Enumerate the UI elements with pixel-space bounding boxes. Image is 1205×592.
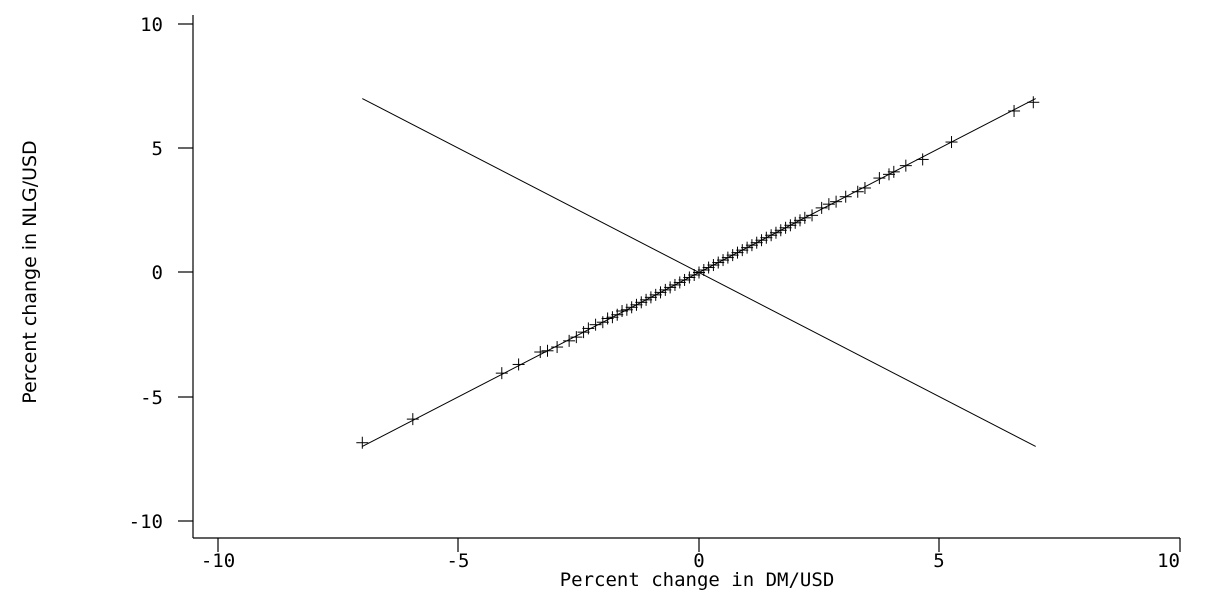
scatter-point bbox=[644, 291, 657, 304]
scatter-point bbox=[830, 195, 843, 208]
scatter-point bbox=[779, 221, 792, 234]
x-tick-label: 5 bbox=[933, 550, 944, 572]
scatter-point bbox=[1027, 96, 1040, 109]
scatter-point bbox=[630, 298, 643, 311]
scatter-point bbox=[721, 251, 734, 264]
x-tick-labels: -10 -5 0 5 10 bbox=[201, 550, 1180, 572]
x-tick-label: 10 bbox=[1157, 550, 1180, 572]
scatter-point bbox=[916, 153, 929, 166]
scatter-point bbox=[741, 241, 754, 254]
scatter-point bbox=[693, 266, 705, 279]
scatter-point bbox=[899, 159, 912, 172]
x-tick-label: -10 bbox=[201, 550, 235, 572]
scatter-point bbox=[678, 273, 691, 286]
scatter-point bbox=[495, 367, 508, 380]
scatter-point bbox=[755, 234, 768, 247]
y-tick-label: 10 bbox=[140, 14, 163, 36]
scatter-point bbox=[697, 264, 710, 277]
scatter-point bbox=[570, 331, 583, 344]
scatter-point bbox=[839, 190, 852, 203]
scatter-point bbox=[541, 344, 554, 357]
scatter-point bbox=[736, 244, 749, 257]
scatter-point bbox=[887, 165, 900, 178]
scatter-point bbox=[683, 271, 696, 284]
scatter-point bbox=[512, 358, 525, 371]
scatter-point bbox=[750, 236, 763, 249]
scatter-point bbox=[726, 249, 739, 262]
data-points bbox=[356, 96, 1040, 449]
scatter-point bbox=[664, 281, 677, 294]
scatter-point bbox=[582, 322, 595, 335]
x-ticks bbox=[217, 538, 1181, 552]
scatter-point bbox=[649, 288, 662, 301]
scatter-point bbox=[882, 168, 895, 181]
scatter-point bbox=[798, 211, 811, 224]
y-tick-label: -10 bbox=[129, 511, 163, 533]
scatter-point bbox=[1008, 104, 1021, 117]
scatter-point bbox=[625, 301, 638, 314]
y-axis-title: Percent change in NLG/USD bbox=[19, 140, 41, 403]
scatter-point bbox=[406, 413, 419, 426]
scatter-point bbox=[589, 318, 602, 331]
scatter-point bbox=[620, 303, 633, 316]
scatter-point bbox=[745, 239, 758, 252]
y-tick-label: -5 bbox=[140, 387, 163, 409]
scatter-point bbox=[822, 198, 835, 211]
scatter-point bbox=[784, 219, 797, 232]
scatter-point bbox=[851, 185, 864, 198]
scatter-point bbox=[717, 254, 730, 267]
scatter-point bbox=[534, 346, 547, 359]
scatter-point bbox=[760, 231, 773, 244]
scatter-point bbox=[551, 341, 564, 354]
y-tick-labels: 10 5 0 -5 -10 bbox=[129, 14, 163, 533]
scatter-point bbox=[563, 334, 576, 347]
scatter-point bbox=[688, 268, 701, 281]
scatter-point bbox=[707, 259, 720, 272]
scatter-point bbox=[858, 182, 871, 195]
scatter-point bbox=[873, 172, 886, 185]
scatter-point bbox=[702, 261, 715, 274]
y-ticks bbox=[178, 23, 193, 522]
scatter-point bbox=[640, 293, 653, 306]
scatter-point bbox=[815, 201, 828, 214]
scatter-point bbox=[606, 311, 619, 324]
scatter-point bbox=[769, 226, 782, 239]
scatter-point bbox=[945, 136, 958, 149]
y-tick-label: 5 bbox=[152, 138, 163, 160]
scatter-point bbox=[601, 312, 614, 325]
scatter-point bbox=[635, 296, 648, 309]
scatter-point bbox=[356, 436, 369, 449]
scatter-point bbox=[668, 278, 681, 291]
scatter-point bbox=[616, 305, 629, 318]
scatter-point bbox=[794, 214, 807, 227]
x-axis-title: Percent change in DM/USD bbox=[560, 569, 835, 591]
scatter-point bbox=[731, 246, 744, 259]
x-tick-label: 0 bbox=[693, 550, 704, 572]
scatter-point bbox=[659, 283, 672, 296]
scatter-point bbox=[673, 276, 686, 289]
x-tick-label: -5 bbox=[447, 550, 470, 572]
scatter-point bbox=[765, 229, 778, 242]
y-tick-label: 0 bbox=[152, 262, 163, 284]
scatter-point bbox=[789, 216, 802, 229]
scatter-point bbox=[654, 286, 667, 299]
scatter-point bbox=[712, 256, 725, 269]
scatter-point bbox=[774, 224, 787, 237]
scatter-point bbox=[806, 209, 819, 222]
